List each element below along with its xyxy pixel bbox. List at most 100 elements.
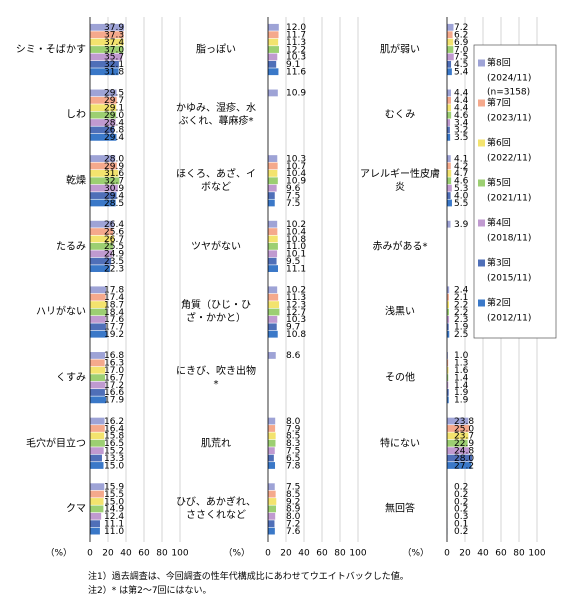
value-label: 10.8 (286, 235, 306, 245)
value-label: 12.4 (104, 512, 124, 522)
value-label: 4.0 (454, 191, 469, 201)
bar (90, 505, 104, 513)
value-label: 28.0 (104, 154, 124, 164)
bar (268, 235, 278, 243)
bar (447, 301, 449, 309)
bar (268, 250, 278, 258)
bar (268, 46, 279, 53)
bar (268, 228, 278, 235)
value-label: 11.0 (104, 527, 124, 537)
value-label: 29.5 (104, 89, 124, 99)
value-label: 6.2 (454, 31, 468, 41)
bar (268, 316, 278, 323)
bar (268, 498, 277, 505)
bar (447, 330, 450, 338)
value-label: 7.5 (286, 191, 300, 201)
value-label: 11.3 (286, 38, 306, 48)
legend-period: (2022/11) (487, 154, 531, 164)
bar (268, 490, 276, 498)
value-label: 4.6 (454, 177, 469, 187)
category-label: にきび、吹き出物* (176, 365, 256, 390)
value-label: 8.5 (286, 490, 300, 500)
value-label: 11.3 (286, 293, 306, 303)
bar (447, 192, 451, 199)
category-label: クマ (66, 503, 86, 515)
value-label: 37.0 (104, 45, 124, 55)
category-label: 浅黒い (385, 306, 415, 318)
bar (447, 96, 451, 104)
value-label: 16.7 (104, 373, 124, 383)
legend-period: (2018/11) (487, 234, 531, 244)
category-label: くすみ (56, 372, 86, 384)
value-label: 15.2 (104, 446, 124, 456)
value-label: 15.5 (104, 490, 124, 500)
bar (90, 177, 120, 185)
bar (268, 265, 278, 272)
bar (447, 184, 452, 192)
value-label: 9.5 (286, 257, 300, 267)
bar (447, 133, 451, 141)
x-tick-label: 80 (334, 549, 346, 559)
x-tick-label: 100 (528, 549, 545, 559)
x-tick-label: 100 (171, 549, 188, 559)
value-label: 2.4 (454, 286, 469, 296)
bar (90, 483, 105, 491)
bar (447, 111, 452, 119)
bar (90, 46, 124, 53)
bar (447, 308, 449, 316)
bar (268, 286, 278, 294)
bar (447, 316, 450, 323)
value-label: 10.4 (286, 169, 306, 179)
bar (90, 330, 108, 338)
value-label: 2.2 (454, 308, 468, 318)
bar (90, 374, 106, 382)
value-label: 4.6 (454, 111, 469, 121)
category-label: 特にない (380, 438, 420, 450)
bar (447, 126, 450, 134)
category-label: たるみ (56, 241, 86, 253)
value-label: 16.8 (104, 351, 124, 361)
x-tick-label: 0 (265, 549, 271, 559)
value-label: 11.1 (286, 264, 306, 274)
bar (447, 396, 449, 404)
value-label: 29.1 (104, 104, 124, 114)
bar (268, 68, 279, 76)
bar (268, 330, 278, 338)
bar (268, 192, 275, 199)
value-label: 0.2 (454, 497, 468, 507)
bar (90, 359, 105, 367)
bar (447, 199, 452, 207)
category-label: 乾燥 (66, 175, 86, 187)
value-label: 0.2 (454, 490, 468, 500)
legend-swatch (478, 139, 485, 147)
value-label: 0.2 (454, 505, 468, 515)
value-label: 15.0 (104, 461, 124, 471)
bar (447, 46, 454, 53)
bar (90, 316, 106, 323)
bar (268, 527, 275, 535)
bar (268, 352, 276, 359)
value-label: 7.5 (286, 482, 300, 492)
value-label: 2.2 (454, 300, 468, 310)
value-label: 16.6 (104, 388, 124, 398)
value-label: 23.8 (454, 417, 474, 427)
bar (90, 396, 107, 404)
bar (90, 417, 105, 425)
value-label: 4.4 (454, 104, 469, 114)
value-label: 37.4 (104, 38, 124, 48)
value-label: 1.9 (454, 396, 469, 406)
category-label: 肌が弱い (380, 44, 420, 56)
value-label: 17.4 (104, 293, 124, 303)
bar (90, 352, 106, 359)
value-label: 35.7 (104, 53, 124, 63)
value-label: 28.5 (104, 199, 124, 209)
legend-label: 第3回 (487, 257, 511, 269)
bar (90, 133, 117, 141)
category-label: しわ (66, 109, 86, 121)
legend-sample: (n=3158) (487, 88, 530, 98)
value-label: 26.4 (104, 220, 124, 230)
value-label: 37.3 (104, 31, 124, 41)
value-label: 10.4 (286, 227, 306, 237)
x-tick-label: 20 (459, 549, 471, 559)
